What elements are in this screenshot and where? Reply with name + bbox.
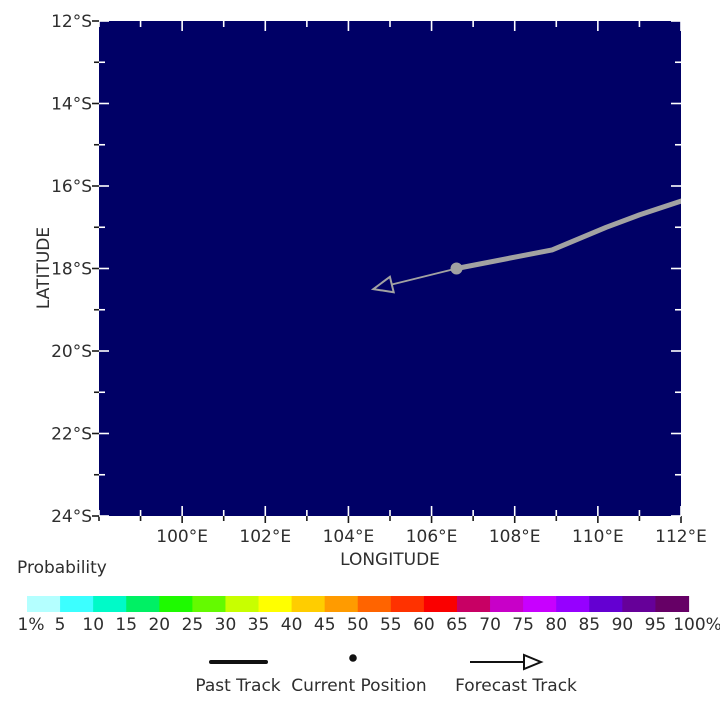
colorbar-tick-label: 1% — [18, 615, 45, 635]
y-axis-label: LATITUDE — [34, 227, 54, 309]
colorbar-tick-label: 25 — [182, 615, 204, 635]
colorbar-tick-label: 45 — [314, 615, 336, 635]
legend: Past Track Current Position Forecast Tra… — [195, 653, 577, 696]
colorbar-tick-label: 50 — [347, 615, 369, 635]
lon-tick-label: 100°E — [156, 527, 208, 547]
colorbar-segment — [60, 596, 94, 612]
colorbar-title: Probability — [17, 558, 107, 578]
lat-tick-label: 20°S — [51, 342, 92, 362]
colorbar-tick-label: 5 — [55, 615, 66, 635]
colorbar-segment — [655, 596, 690, 612]
colorbar-segment — [225, 596, 260, 612]
colorbar-segment — [523, 596, 557, 612]
current-position-legend-label: Current Position — [291, 676, 426, 696]
x-axis-label: LONGITUDE — [340, 550, 440, 570]
past-track-line — [454, 198, 681, 271]
colorbar-tick-label: 80 — [545, 615, 567, 635]
lat-tick-label: 22°S — [51, 425, 92, 445]
colorbar — [27, 596, 690, 612]
colorbar-tick-label: 85 — [578, 615, 600, 635]
forecast-track-legend-icon — [470, 653, 544, 671]
colorbar-segment — [556, 596, 590, 612]
lon-tick-label: 110°E — [572, 527, 624, 547]
map-tick-labels: 100°E 102°E 104°E 106°E 108°E 110°E 112°E 12°S 1… — [51, 12, 707, 547]
colorbar-tick-label: 70 — [479, 615, 501, 635]
lat-tick-label: 18°S — [51, 260, 92, 280]
colorbar-tick-label: 75 — [512, 615, 534, 635]
lat-tick-label: 24°S — [51, 507, 92, 527]
lat-tick-label: 14°S — [51, 95, 92, 115]
colorbar-segment — [622, 596, 657, 612]
colorbar-tick-label: 100% — [673, 615, 720, 635]
current-position-legend-icon — [349, 654, 357, 662]
colorbar-segment — [423, 596, 458, 612]
colorbar-segment — [390, 596, 425, 612]
colorbar-segment — [357, 596, 392, 612]
colorbar-tick-label: 10 — [82, 615, 104, 635]
storm-track-layer — [370, 198, 681, 294]
colorbar-tick-label: 40 — [281, 615, 303, 635]
lon-tick-label: 108°E — [489, 527, 541, 547]
forecast-track-legend-label: Forecast Track — [455, 676, 577, 696]
colorbar-segment — [589, 596, 623, 612]
lat-tick-label: 16°S — [51, 177, 92, 197]
colorbar-tick-label: 60 — [413, 615, 435, 635]
colorbar-tick-label: 90 — [612, 615, 634, 635]
colorbar-segment — [456, 596, 491, 612]
colorbar-segment — [93, 596, 127, 612]
map-ticks — [92, 20, 682, 523]
lon-tick-label: 102°E — [239, 527, 291, 547]
current-position-dot — [450, 262, 463, 275]
colorbar-tick-label: 65 — [446, 615, 468, 635]
colorbar-tick-label: 20 — [148, 615, 170, 635]
colorbar-tick-label: 30 — [215, 615, 237, 635]
colorbar-segment — [324, 596, 359, 612]
colorbar-labels: 1% 5 10 15 20 25 30 35 40 45 50 55 60 65 70 75 80 85 90 95 1… — [18, 615, 720, 635]
lon-tick-label: 104°E — [323, 527, 375, 547]
colorbar-tick-label: 35 — [248, 615, 270, 635]
colorbar-tick-label: 15 — [115, 615, 137, 635]
past-track-legend-label: Past Track — [195, 676, 280, 696]
colorbar-segment — [291, 596, 326, 612]
colorbar-segment — [490, 596, 524, 612]
colorbar-tick-label: 55 — [380, 615, 402, 635]
colorbar-tick-label: 95 — [645, 615, 667, 635]
lon-tick-label: 112°E — [655, 527, 707, 547]
colorbar-segment — [159, 596, 193, 612]
colorbar-segment — [258, 596, 293, 612]
colorbar-segment — [126, 596, 160, 612]
forecast-track-line — [391, 267, 457, 286]
colorbar-segment — [192, 596, 227, 612]
colorbar-segment — [27, 596, 61, 612]
map-sea-area — [99, 21, 681, 516]
lat-tick-label: 12°S — [51, 12, 92, 32]
forecast-arrow-icon — [370, 275, 396, 294]
lon-tick-label: 106°E — [406, 527, 458, 547]
